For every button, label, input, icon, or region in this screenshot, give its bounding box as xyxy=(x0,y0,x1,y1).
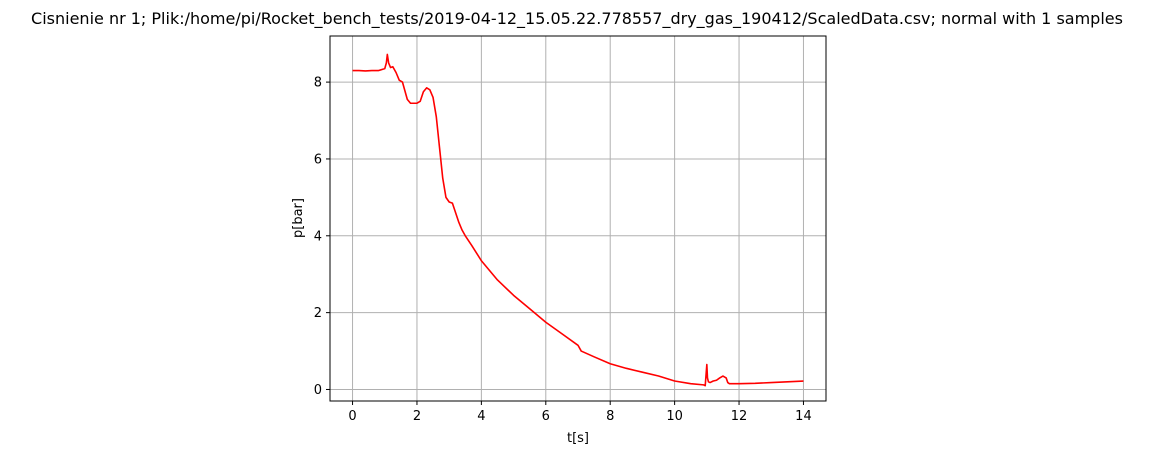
x-tick-label: 14 xyxy=(795,409,812,424)
series-line xyxy=(352,53,804,387)
y-tick-label: 8 xyxy=(314,76,322,91)
tick-layer: 0 2 4 6 8 10 12 14 0 2 4 6 8 xyxy=(314,76,812,424)
x-tick-label: 6 xyxy=(542,409,550,424)
x-tick-label: 0 xyxy=(348,409,356,424)
x-tick-label: 4 xyxy=(477,409,485,424)
x-tick-label: 2 xyxy=(413,409,421,424)
y-tick-label: 4 xyxy=(314,229,322,244)
x-tick-label: 10 xyxy=(666,409,683,424)
grid-layer xyxy=(330,36,826,401)
y-axis-label: p[bar] xyxy=(291,198,306,238)
plot-frame xyxy=(329,35,827,402)
y-tick-label: 6 xyxy=(314,152,322,167)
series-layer xyxy=(352,53,804,387)
x-tick-label: 12 xyxy=(731,409,748,424)
chart-title: Cisnienie nr 1; Plik:/home/pi/Rocket_ben… xyxy=(31,9,1123,29)
x-axis-label: t[s] xyxy=(567,431,589,446)
y-tick-label: 0 xyxy=(314,383,322,398)
x-tick-label: 8 xyxy=(606,409,614,424)
y-tick-label: 2 xyxy=(314,306,322,321)
